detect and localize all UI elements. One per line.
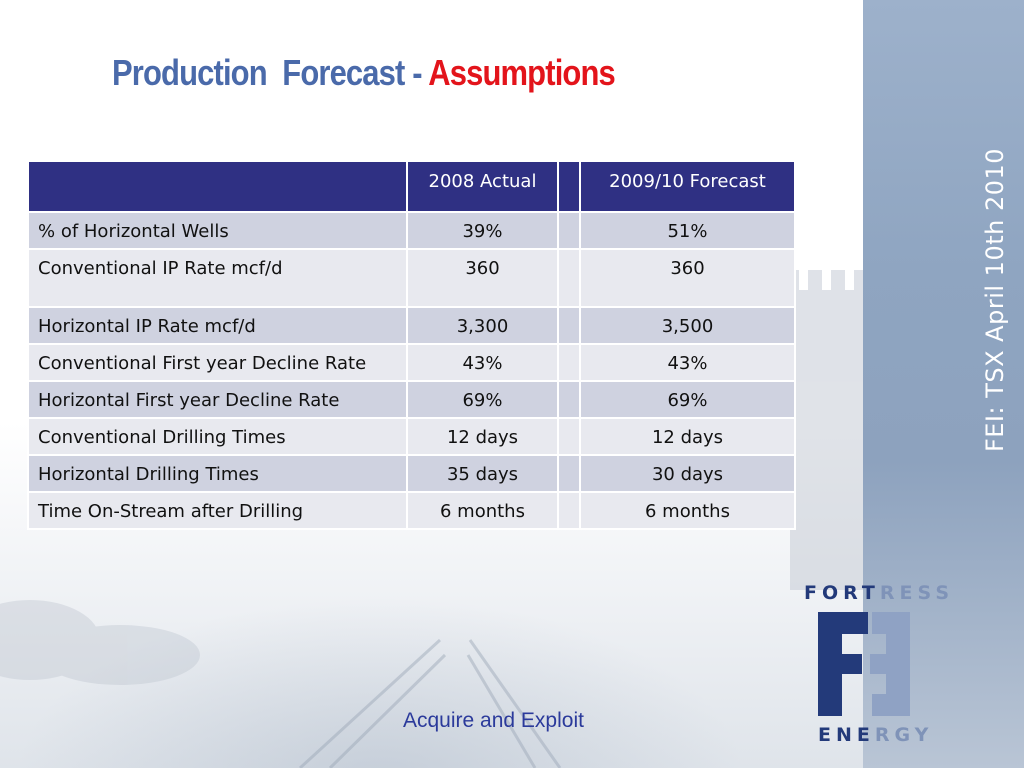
row-forecast: 69% [579,380,796,419]
row-spacer [557,417,581,456]
header-label-cell [27,160,408,213]
row-label: Conventional First year Decline Rate [27,343,408,382]
row-forecast: 12 days [579,417,796,456]
row-actual: 69% [406,380,559,419]
row-spacer [557,306,581,345]
row-spacer [557,380,581,419]
row-actual: 360 [406,248,559,308]
table-row: Time On-Stream after Drilling 6 months 6… [27,491,796,530]
fortress-energy-logo: FORTRESS ENERGY [800,578,949,748]
row-forecast: 30 days [579,454,796,493]
row-forecast: 51% [579,211,796,250]
row-label: Horizontal Drilling Times [27,454,408,493]
header-2008-actual: 2008 Actual [406,160,559,213]
logo-top-text: FORTRESS [804,582,954,604]
row-label: % of Horizontal Wells [27,211,408,250]
title-assumptions: Assumptions [428,52,616,93]
header-spacer [557,160,581,213]
assumptions-table: 2008 Actual 2009/10 Forecast % of Horizo… [27,160,796,530]
row-label: Conventional IP Rate mcf/d [27,248,408,308]
row-label: Time On-Stream after Drilling [27,491,408,530]
row-actual: 39% [406,211,559,250]
row-actual: 35 days [406,454,559,493]
row-spacer [557,248,581,308]
row-forecast: 360 [579,248,796,308]
header-2009-10-forecast: 2009/10 Forecast [579,160,796,213]
row-actual: 3,300 [406,306,559,345]
side-date-text: FEI: TSX April 10th 2010 [981,147,1009,453]
row-spacer [557,211,581,250]
table-row: Horizontal First year Decline Rate 69% 6… [27,380,796,419]
table-row: Conventional Drilling Times 12 days 12 d… [27,417,796,456]
logo-fe-mark-icon [818,612,910,716]
table-header-row: 2008 Actual 2009/10 Forecast [27,160,796,213]
row-actual: 12 days [406,417,559,456]
title-forecast: Forecast - [282,52,422,93]
row-forecast: 3,500 [579,306,796,345]
table-row: Horizontal Drilling Times 35 days 30 day… [27,454,796,493]
row-label: Horizontal First year Decline Rate [27,380,408,419]
row-forecast: 43% [579,343,796,382]
row-spacer [557,454,581,493]
row-actual: 43% [406,343,559,382]
row-label: Horizontal IP Rate mcf/d [27,306,408,345]
row-label: Conventional Drilling Times [27,417,408,456]
row-forecast: 6 months [579,491,796,530]
table-row: Conventional IP Rate mcf/d 360 360 [27,248,796,308]
row-spacer [557,491,581,530]
row-spacer [557,343,581,382]
title-production: Production [112,52,268,93]
row-actual: 6 months [406,491,559,530]
table-row: Conventional First year Decline Rate 43%… [27,343,796,382]
page-title: Production Forecast - Assumptions [112,52,616,94]
footer-tagline: Acquire and Exploit [403,709,584,732]
table-row: Horizontal IP Rate mcf/d 3,300 3,500 [27,306,796,345]
logo-bottom-text: ENERGY [818,724,934,746]
table-row: % of Horizontal Wells 39% 51% [27,211,796,250]
